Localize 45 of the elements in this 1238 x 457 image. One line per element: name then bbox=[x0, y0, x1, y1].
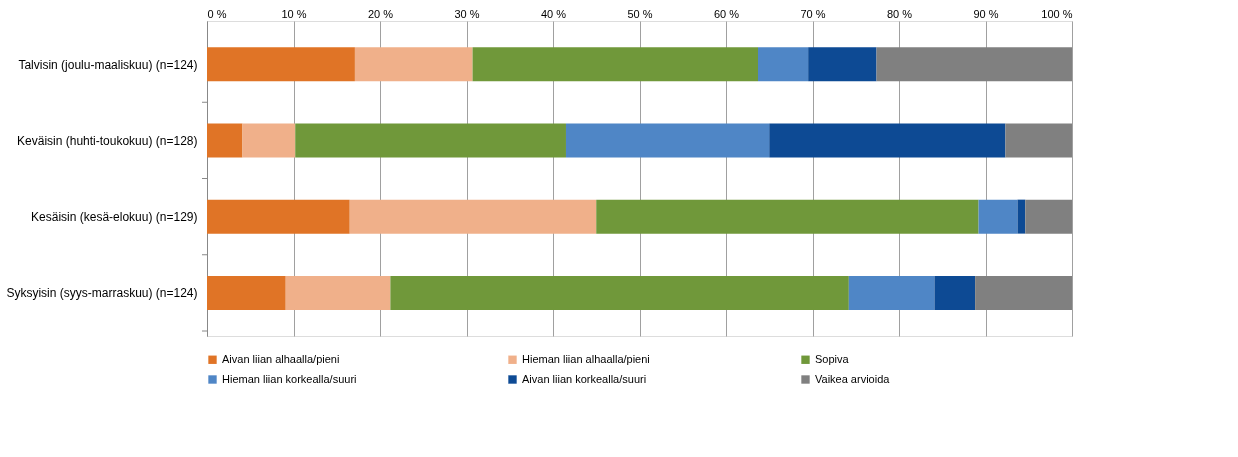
bar bbox=[349, 199, 597, 234]
bar bbox=[207, 123, 243, 158]
bar bbox=[978, 199, 1018, 234]
bar bbox=[295, 123, 566, 158]
legend-label: Hieman liian alhaalla/pieni bbox=[522, 352, 650, 365]
bar bbox=[565, 123, 770, 158]
x-tick-label: 30 % bbox=[454, 7, 480, 20]
bar bbox=[1017, 199, 1026, 234]
x-tick-label: 60 % bbox=[713, 7, 740, 20]
bar bbox=[354, 47, 473, 82]
x-tick-label: 70 % bbox=[800, 7, 826, 20]
x-tick-label: 50 % bbox=[627, 7, 653, 20]
x-tick-label: 10 % bbox=[281, 7, 307, 20]
bar bbox=[848, 275, 935, 310]
bar bbox=[876, 47, 1072, 82]
x-tick-label: 0 % bbox=[207, 7, 227, 20]
legend-label: Aivan liian alhaalla/pieni bbox=[222, 352, 340, 365]
legend-label: Vaikea arvioida bbox=[815, 372, 891, 385]
bar bbox=[242, 123, 296, 158]
x-tick-label: 90 % bbox=[973, 7, 999, 20]
legend-label: Aivan liian korkealla/suuri bbox=[522, 372, 647, 385]
bar bbox=[1005, 123, 1072, 158]
x-tick-label: 20 % bbox=[367, 7, 394, 20]
x-tick-label: 40 % bbox=[540, 7, 567, 20]
y-tick-label: Syksyisin (syys-marraskuu) (n=124) bbox=[6, 286, 198, 301]
y-tick-label: Kesäisin (kesä-elokuu) (n=129) bbox=[31, 210, 198, 225]
legend-label: Hieman liian korkealla/suuri bbox=[222, 372, 357, 385]
bar bbox=[472, 47, 759, 82]
bar bbox=[808, 47, 877, 82]
bar bbox=[934, 275, 976, 310]
bar bbox=[390, 275, 849, 310]
x-tick-label: 80 % bbox=[886, 7, 913, 20]
bar bbox=[207, 47, 355, 82]
x-tick-label: 100 % bbox=[1041, 7, 1073, 20]
bar bbox=[207, 199, 350, 234]
y-tick-label: Talvisin (joulu-maaliskuu) (n=124) bbox=[18, 57, 198, 72]
y-tick-label: Keväisin (huhti-toukokuu) (n=128) bbox=[17, 133, 198, 148]
bar bbox=[207, 275, 286, 310]
bar bbox=[769, 123, 1006, 158]
legend-label: Sopiva bbox=[815, 352, 850, 365]
bar bbox=[285, 275, 391, 310]
bar bbox=[758, 47, 809, 82]
bar bbox=[596, 199, 979, 234]
bar bbox=[1025, 199, 1072, 234]
bar bbox=[975, 275, 1072, 310]
